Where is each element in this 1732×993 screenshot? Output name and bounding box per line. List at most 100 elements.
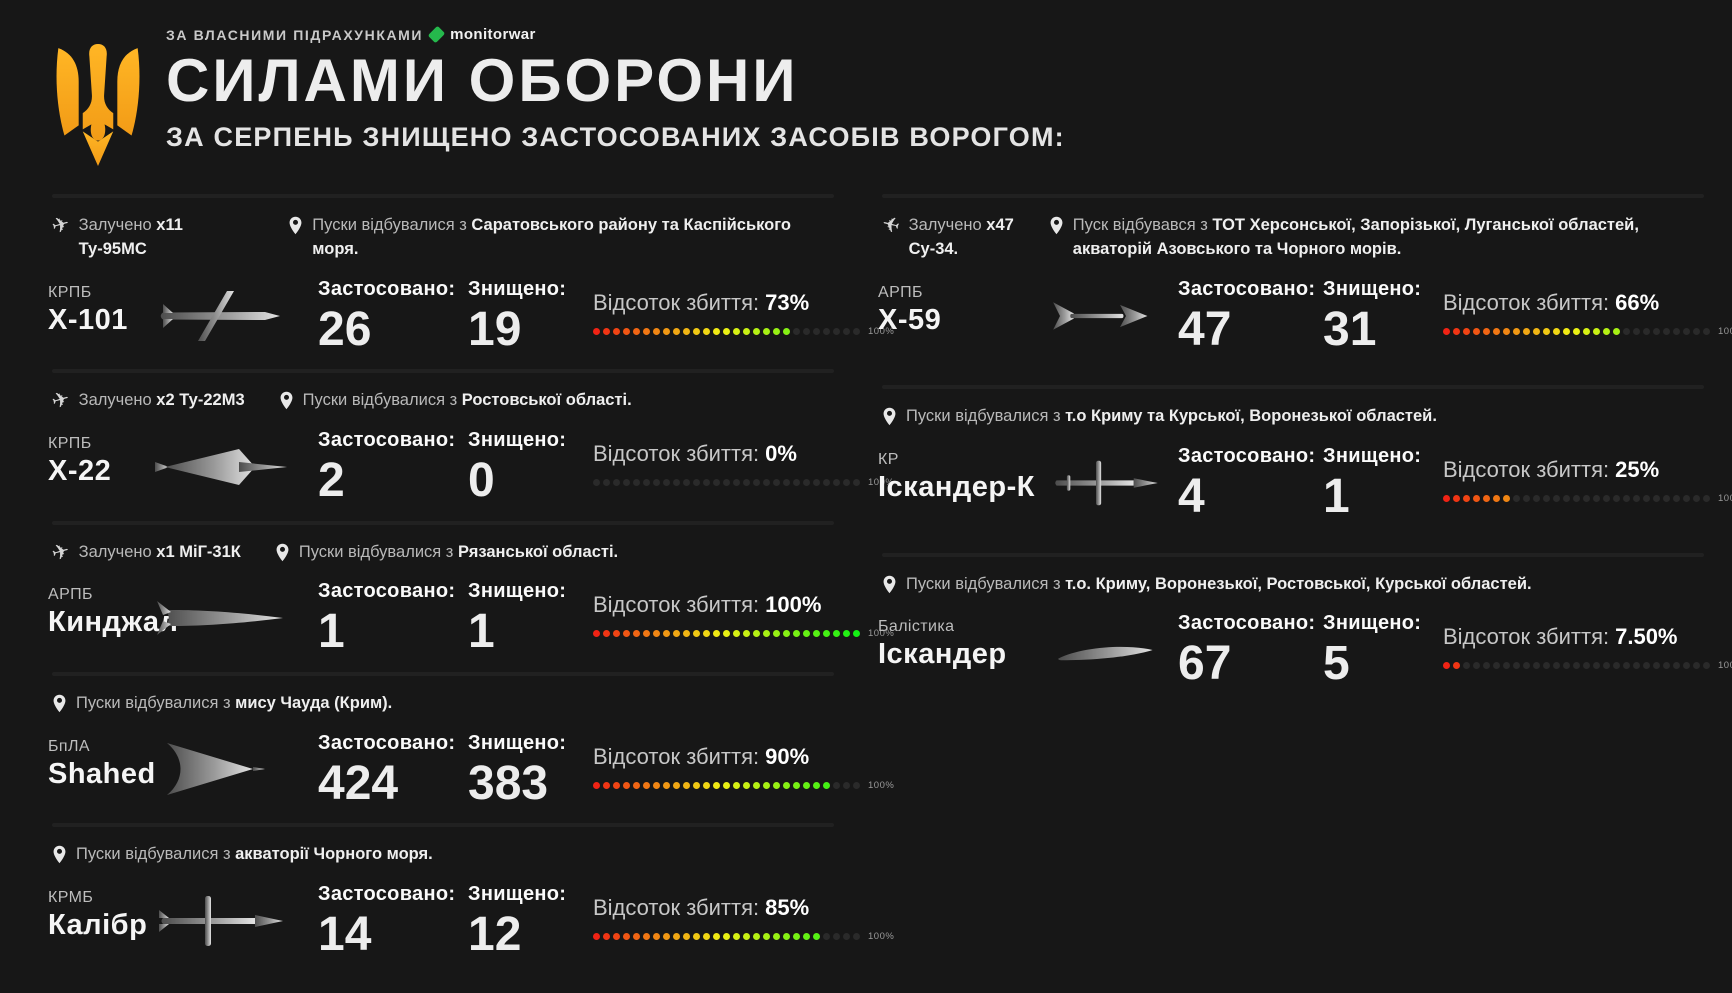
hit-dot-lit [613,933,620,941]
hit-dot-off [1703,495,1710,503]
hit-dot-off [843,933,850,941]
destroyed-value: 383 [468,756,549,810]
hit-dot-off [1693,495,1700,503]
hit-dot-off [663,479,670,487]
location-pin-icon [882,575,897,594]
destroyed-value: 19 [468,302,522,356]
carrier-lead: Залучено [78,391,152,410]
hit-dot-off [753,479,760,487]
hit-dot-lit [663,630,670,638]
hit-dot-lit [693,630,700,638]
carrier-info: ✈ Залучено х2 Ту-22М3 [49,387,244,414]
hit-rate-dot-bar [1443,327,1710,335]
hit-dot-lit [603,630,610,638]
destroyed-value: 5 [1323,637,1350,691]
hit-dot-off [1563,662,1570,670]
hit-dot-off [1613,662,1620,670]
hit-dot-off [1503,662,1510,670]
hit-dot-lit [593,781,600,789]
hit-dot-lit [733,327,740,335]
hit-dot-lit [1473,327,1480,335]
hit-dot-off [1513,662,1520,670]
hit-dot-lit [673,781,680,789]
hit-dot-off [1653,662,1660,670]
hit-dot-off [823,933,830,941]
location-pin-icon [279,391,294,410]
hit-dot-lit [833,630,840,638]
carrier-info: ✈ Залучено х47 Су-34. [879,212,1015,262]
percent-label: Відсоток збиття: [1443,457,1610,483]
hit-dot-off [1663,662,1670,670]
hit-dot-lit [753,630,760,638]
hit-dot-lit [753,781,760,789]
percent-value: 85% [765,895,810,921]
hit-dot-lit [623,781,630,789]
bomber-plane-icon: ✈ [49,212,73,239]
hit-dot-lit [723,327,730,335]
weapon-class-label: КРМБ [48,889,94,907]
percent-value: 25% [1615,457,1660,483]
hit-dot-lit [743,327,750,335]
hit-dot-lit [823,630,830,638]
hit-rate-dot-bar [593,933,860,941]
hit-dot-off [1633,327,1640,335]
hit-dot-off [793,327,800,335]
used-label: Застосовано: [318,580,456,603]
hit-dot-lit [593,630,600,638]
hit-dot-lit [1453,662,1460,670]
percent-value: 73% [765,289,810,315]
hit-dot-lit [733,781,740,789]
hit-dot-lit [1553,327,1560,335]
hit-dot-lit [773,781,780,789]
hit-dot-lit [643,630,650,638]
weapon-section-kh101: ✈ Залучено х11 Ту-95МС Пуски відбувалися… [48,194,894,356]
page-subtitle: ЗА СЕРПЕНЬ ЗНИЩЕНО ЗАСТОСОВАНИХ ЗАСОБІВ … [166,122,1065,152]
hit-dot-off [1633,662,1640,670]
percent-value: 100% [765,592,822,618]
weapon-section-kh59: ✈ Залучено х47 Су-34. Пуск відбувався з … [878,194,1732,355]
section-divider [882,552,1704,557]
weapon-section-kalibr: Пуски відбувалися з акваторії Чорного мо… [48,823,894,960]
hit-dot-lit [1443,662,1450,670]
hit-dot-off [1493,662,1500,670]
hit-dot-off [1553,662,1560,670]
hit-dot-lit [783,630,790,638]
hit-dot-lit [693,781,700,789]
launch-lead: Пуски відбувалися з [76,693,231,712]
hit-dot-lit [593,933,600,941]
carrier-value: х1 МіГ-31К [156,542,241,561]
hit-dot-off [1603,495,1610,503]
used-value: 2 [318,454,345,508]
scale-max-label: 100% [868,779,895,791]
hit-dot-lit [763,933,770,941]
launch-lead: Пуски відбувалися з [906,407,1061,426]
hit-rate-dot-bar [593,327,860,335]
used-value: 1 [318,605,345,659]
hit-dot-off [843,479,850,487]
used-label: Застосовано: [1178,445,1316,468]
credit-line: ЗА ВЛАСНИМИ ПІДРАХУНКАМИ monitorwar [166,25,1065,44]
hit-dot-lit [693,327,700,335]
hit-dot-lit [723,781,730,789]
hit-dot-lit [1533,327,1540,335]
weapon-section-kh22: ✈ Залучено х2 Ту-22М3 Пуски відбувалися … [48,369,894,508]
hit-dot-lit [1593,327,1600,335]
hit-dot-lit [623,327,630,335]
hit-dot-lit [603,781,610,789]
hit-dot-lit [773,933,780,941]
hit-dot-off [633,479,640,487]
hit-dot-lit [653,630,660,638]
hit-dot-off [1523,662,1530,670]
hit-rate-dot-bar [1443,662,1710,670]
weapon-name: Іскандер-К [878,471,1035,504]
hit-dot-lit [783,327,790,335]
destroyed-value: 1 [468,605,495,659]
launch-location: ТОТ Херсонської, Запорізької, Луганської… [1072,216,1639,258]
section-main-row: КР Іскандер-К Застосовано: 4 Знищено: 1 … [878,443,1732,522]
destroyed-label: Знищено: [468,429,567,452]
hit-dot-lit [613,327,620,335]
used-label: Застосовано: [318,883,456,906]
hit-dot-off [1533,495,1540,503]
hit-dot-lit [1443,327,1450,335]
destroyed-label: Знищено: [1323,277,1422,300]
